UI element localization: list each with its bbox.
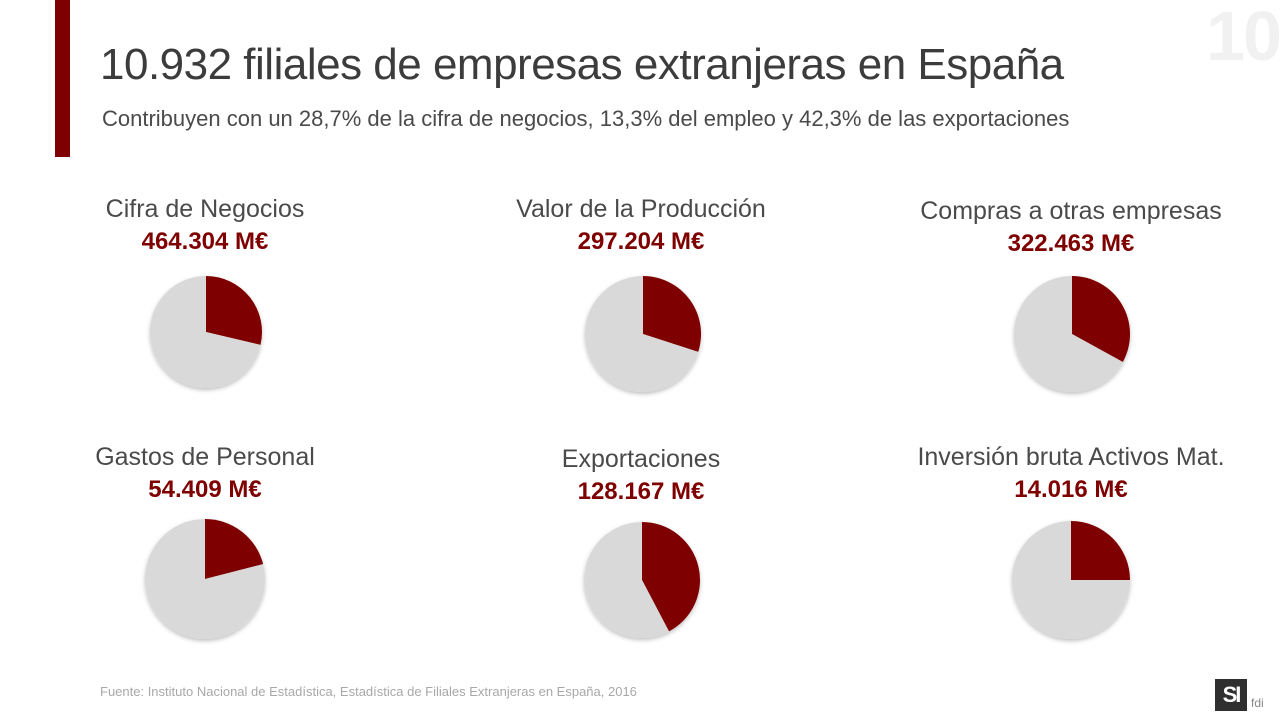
- chart-value-label: 322.463 M€: [1007, 230, 1135, 257]
- chart-title: Inversión bruta Activos Mat.: [917, 443, 1225, 471]
- pie-slice-rest: [1012, 521, 1130, 639]
- chart-panel-cifra-negocios: Cifra de Negocios 464.304 M€: [35, 195, 375, 256]
- chart-value-label: 464.304 M€: [141, 228, 269, 255]
- pie-chart-exportaciones: [580, 518, 704, 642]
- pie-svg: [584, 522, 700, 638]
- chart-panel-exportaciones: Exportaciones 128.167 M€: [471, 445, 811, 506]
- pie-chart-compras: [1010, 272, 1134, 396]
- chart-panel-valor-produccion: Valor de la Producción 297.204 M€: [471, 195, 811, 256]
- pie-chart-cifra-negocios: [146, 272, 266, 392]
- pie-slice-highlight: [206, 276, 262, 345]
- chart-title: Compras a otras empresas: [920, 197, 1222, 225]
- source-note: Fuente: Instituto Nacional de Estadístic…: [100, 684, 637, 699]
- pie-svg: [585, 276, 701, 392]
- accent-bar: [55, 0, 70, 157]
- pie-slice-rest: [584, 522, 669, 638]
- pie-slice-highlight: [205, 519, 264, 579]
- pie-svg: [150, 276, 262, 388]
- page-title: 10.932 filiales de empresas extranjeras …: [100, 40, 1064, 89]
- chart-value-label: 297.204 M€: [577, 228, 705, 255]
- pie-slice-rest: [150, 276, 261, 388]
- chart-title: Valor de la Producción: [516, 195, 766, 223]
- pie-chart-gastos-personal: [141, 515, 269, 643]
- pie-slice-highlight: [642, 522, 700, 632]
- logo-subtext: fdi: [1251, 696, 1264, 710]
- chart-value-label: 54.409 M€: [148, 476, 262, 503]
- pie-chart-inversion: [1008, 517, 1134, 643]
- pie-svg: [145, 519, 265, 639]
- chart-value-label: 128.167 M€: [577, 478, 705, 505]
- chart-panel-compras: Compras a otras empresas 322.463 M€: [901, 197, 1241, 258]
- pie-svg: [1014, 276, 1130, 392]
- pie-slice-rest: [145, 519, 265, 639]
- pie-slice-highlight: [1071, 521, 1130, 580]
- pie-slice-rest: [1014, 276, 1123, 392]
- chart-panel-gastos-personal: Gastos de Personal 54.409 M€: [35, 443, 375, 504]
- pie-slice-highlight: [643, 276, 701, 352]
- chart-value-label: 14.016 M€: [1014, 476, 1128, 503]
- chart-panel-inversion: Inversión bruta Activos Mat. 14.016 M€: [901, 443, 1241, 504]
- pie-slice-rest: [585, 276, 699, 392]
- slide-number: 10: [1206, 0, 1280, 75]
- chart-title: Exportaciones: [561, 445, 721, 473]
- chart-title: Cifra de Negocios: [105, 195, 305, 223]
- chart-title: Gastos de Personal: [95, 443, 315, 471]
- pie-chart-valor-produccion: [581, 272, 705, 396]
- logo: SI: [1215, 679, 1247, 711]
- pie-slice-highlight: [1072, 276, 1130, 362]
- pie-svg: [1012, 521, 1130, 639]
- page-subtitle: Contribuyen con un 28,7% de la cifra de …: [102, 106, 1070, 131]
